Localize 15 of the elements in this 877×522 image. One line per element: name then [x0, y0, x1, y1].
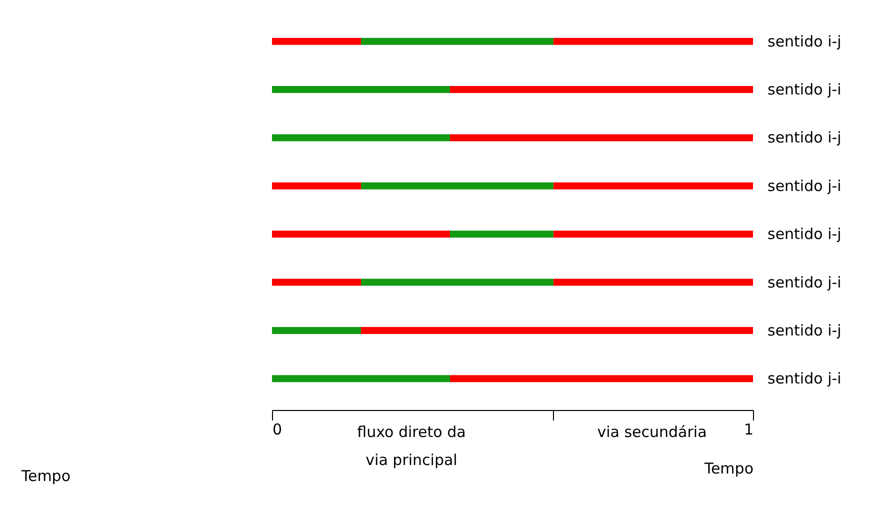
x-tick-label: 1	[744, 420, 754, 438]
text: via principal	[366, 451, 458, 469]
x-tick-label: 0	[272, 420, 282, 438]
y-tick-label: sentido i-j	[768, 32, 842, 50]
text: fluxo direto da	[357, 423, 466, 441]
y-tick-label: sentido i-j	[768, 128, 842, 147]
y-tick-label: sentido j-i	[768, 273, 842, 292]
x-axis-title: Tempo	[703, 460, 754, 478]
text: Tempo	[20, 467, 71, 485]
y-tick-label: sentido j-i	[768, 370, 842, 388]
y-tick-label: sentido i-j	[768, 321, 842, 340]
y-tick-label: sentido j-i	[768, 80, 842, 99]
y-tick-label: sentido i-j	[768, 225, 842, 244]
text: via secundária	[597, 423, 707, 441]
y-tick-label: sentido j-i	[768, 176, 842, 195]
